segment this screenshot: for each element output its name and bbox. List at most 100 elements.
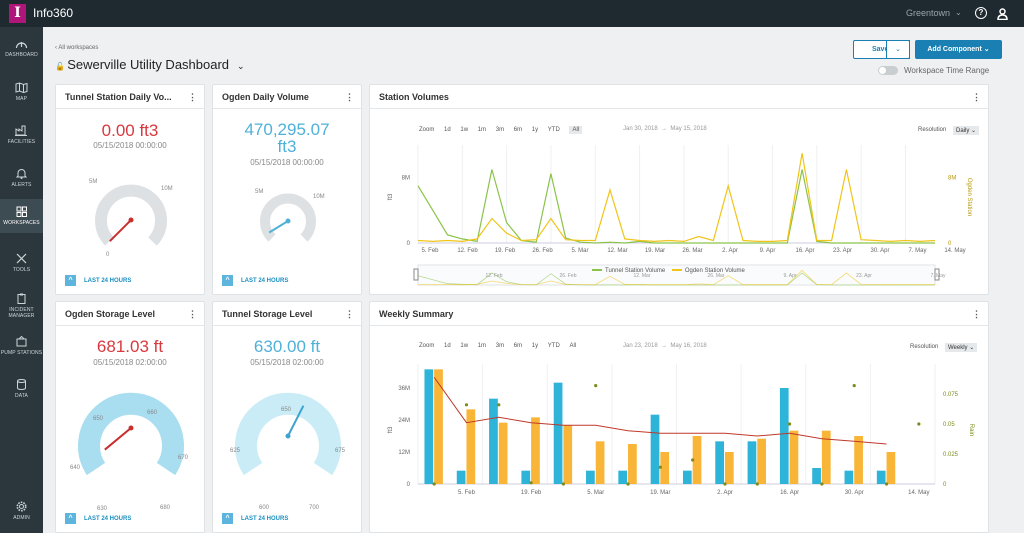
- gauge-tick-label: 10M: [313, 194, 325, 200]
- rain-point: [594, 384, 598, 388]
- tunnel-daily-gauge: 0 5M 10M: [89, 179, 173, 258]
- breadcrumb-link[interactable]: All workspaces: [58, 45, 99, 51]
- resolution-select[interactable]: Weekly ⌄: [945, 343, 978, 352]
- zoom-1d[interactable]: 1d: [444, 343, 451, 349]
- zoom-3m[interactable]: 3m: [495, 343, 505, 349]
- date-range[interactable]: Jan 30, 2018 → May 15, 2018: [623, 126, 707, 132]
- chevron-down-icon[interactable]: ⌄: [955, 8, 962, 17]
- help-icon[interactable]: ?: [975, 7, 987, 19]
- x-tick-label: 12. Mar: [607, 248, 627, 254]
- page-title-text: Sewerville Utility Dashboard: [67, 57, 230, 72]
- zoom-6m[interactable]: 6m: [513, 127, 523, 133]
- user-icon[interactable]: [997, 7, 1008, 25]
- more-options-icon[interactable]: ⋮: [972, 309, 981, 319]
- chevron-down-icon[interactable]: ⌄: [237, 61, 245, 71]
- more-options-icon[interactable]: ⋮: [188, 309, 197, 319]
- zoom-ytd[interactable]: YTD: [547, 127, 560, 133]
- sidebar-item-dashboard[interactable]: DASHBOARD: [0, 35, 43, 63]
- sidebar-item-workspaces[interactable]: WORKSPACES: [0, 199, 43, 233]
- sidebar-item-pump-stations[interactable]: PUMP STATIONS: [0, 334, 43, 370]
- x-tick-label: 26. Feb: [532, 248, 553, 254]
- resolution-select[interactable]: Daily ⌄: [953, 126, 980, 135]
- chevron-up-icon: ^: [222, 513, 233, 524]
- tenant-selector[interactable]: Greentown: [906, 8, 951, 18]
- rain-point: [787, 422, 792, 426]
- more-options-icon[interactable]: ⋮: [345, 92, 354, 102]
- zoom-1m[interactable]: 1m: [477, 127, 487, 133]
- zoom-1w[interactable]: 1w: [460, 127, 469, 133]
- ogden-storage-level-card: Ogden Storage Level ⋮ 681.03 ft 05/15/20…: [55, 301, 205, 533]
- bar-ogden: [886, 452, 896, 484]
- sidebar-item-map[interactable]: MAP: [0, 79, 43, 107]
- zoom-1m[interactable]: 1m: [477, 343, 487, 349]
- gauge-hub: [285, 433, 291, 439]
- card-divider: [56, 108, 204, 109]
- zoom-3m[interactable]: 3m: [495, 127, 505, 133]
- info360-logo[interactable]: I: [9, 4, 26, 23]
- more-options-icon[interactable]: ⋮: [972, 92, 981, 102]
- rain-point: [691, 458, 695, 462]
- date-from[interactable]: Jan 23, 2018: [623, 343, 658, 349]
- rain-point: [497, 403, 501, 407]
- sidebar-item-admin[interactable]: ADMIN: [0, 499, 43, 525]
- page-title[interactable]: 🔓 Sewerville Utility Dashboard ⌄: [55, 57, 245, 72]
- date-range[interactable]: Jan 23, 2018 → May 16, 2018: [623, 343, 707, 349]
- sidebar-item-facilities[interactable]: FACILITIES: [0, 122, 43, 150]
- rain-point: [917, 422, 921, 426]
- zoom-ytd[interactable]: YTD: [547, 343, 560, 349]
- workspace-time-range-toggle[interactable]: [878, 66, 898, 75]
- gear-icon: [16, 501, 27, 512]
- last-24-hours-button[interactable]: ^ LAST 24 HOURS: [222, 275, 288, 286]
- last-24-hours-button[interactable]: ^ LAST 24 HOURS: [222, 513, 288, 524]
- sidebar-item-label: INCIDENT MANAGER: [8, 307, 35, 319]
- sidebar-item-alerts[interactable]: ALERTS: [0, 165, 43, 193]
- zoom-all[interactable]: All: [569, 343, 577, 349]
- legend-item[interactable]: Tunnel Station Volume: [605, 268, 666, 274]
- zoom-1d[interactable]: 1d: [444, 127, 451, 133]
- date-from[interactable]: Jan 30, 2018: [623, 126, 658, 132]
- gauge-needle: [287, 405, 305, 437]
- last-24-hours-button[interactable]: ^ LAST 24 HOURS: [65, 513, 131, 524]
- gauge-tick-label: 5M: [255, 189, 263, 195]
- legend-swatch: [671, 269, 682, 272]
- add-component-button[interactable]: Add Component ⌄: [915, 40, 1002, 59]
- sidebar-item-incident-manager[interactable]: INCIDENT MANAGER: [0, 291, 43, 327]
- zoom-6m[interactable]: 6m: [513, 343, 523, 349]
- zoom-bar: Zoom 1d 1w 1m 3m 6m 1y YTD All: [419, 126, 590, 134]
- bell-icon: [15, 169, 28, 179]
- chevron-down-icon: ⌄: [983, 46, 990, 53]
- y-tick-label: 24M: [398, 418, 410, 424]
- sidebar-item-data[interactable]: DATA: [0, 377, 43, 405]
- sidebar-item-label: ADMIN: [13, 515, 30, 521]
- zoom-bar: Zoom 1d 1w 1m 3m 6m 1y YTD All: [419, 343, 584, 349]
- date-to[interactable]: May 15, 2018: [670, 126, 707, 132]
- x-tick-label: 30. Apr: [845, 490, 864, 496]
- last-24-hours-button[interactable]: ^ LAST 24 HOURS: [65, 275, 131, 286]
- breadcrumb[interactable]: ‹ All workspaces: [55, 45, 98, 51]
- zoom-all[interactable]: All: [569, 126, 583, 134]
- gauge-value-unit: ft3: [277, 137, 297, 156]
- zoom-1y[interactable]: 1y: [531, 127, 539, 133]
- y2-axis-label: Rain: [968, 424, 974, 436]
- chevron-left-icon: ‹: [55, 45, 59, 51]
- sidebar-item-tools[interactable]: TOOLS: [0, 250, 43, 278]
- more-options-icon[interactable]: ⋮: [188, 92, 197, 102]
- zoom-label: Zoom: [419, 343, 435, 349]
- gauge-tick-label: 600: [259, 505, 270, 511]
- chevron-down-icon: ⌄: [895, 46, 901, 53]
- bar-tunnel: [521, 470, 531, 484]
- more-options-icon[interactable]: ⋮: [345, 309, 354, 319]
- legend-item[interactable]: Ogden Station Volume: [684, 268, 745, 274]
- rain-point: [820, 482, 824, 486]
- arrow-icon: →: [661, 343, 668, 349]
- navigator-tick-label: 26. Feb: [560, 273, 577, 279]
- zoom-1w[interactable]: 1w: [460, 343, 469, 349]
- gauge-track: [95, 184, 167, 246]
- date-to[interactable]: May 16, 2018: [670, 343, 707, 349]
- save-dropdown-button[interactable]: ⌄: [886, 40, 910, 59]
- bar-tunnel: [876, 470, 886, 484]
- zoom-1y[interactable]: 1y: [531, 343, 539, 349]
- x-tick-label: 2. Apr: [717, 490, 733, 496]
- gauge-timestamp: 05/15/2018 02:00:00: [93, 358, 167, 367]
- resolution-label: Resolution: [918, 127, 947, 133]
